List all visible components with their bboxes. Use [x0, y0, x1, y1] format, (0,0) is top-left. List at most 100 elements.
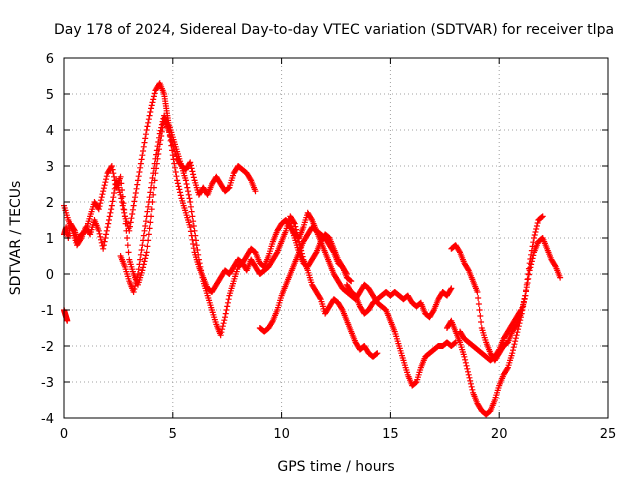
data-point — [156, 130, 163, 137]
data-point — [190, 245, 197, 252]
data-point — [138, 247, 145, 253]
x-tick-label: 0 — [60, 427, 68, 442]
data-point — [224, 303, 231, 310]
data-point — [105, 217, 112, 223]
data-point — [96, 203, 103, 210]
data-point — [95, 206, 102, 213]
data-point — [121, 213, 128, 220]
data-point — [147, 219, 154, 226]
data-point — [531, 235, 538, 241]
data-point — [145, 199, 152, 205]
data-point — [176, 186, 183, 193]
series-track-h — [457, 307, 524, 364]
data-point — [125, 249, 132, 256]
data-point — [171, 164, 178, 171]
data-point — [143, 127, 150, 133]
x-tick-label: 20 — [491, 427, 508, 442]
data-point — [223, 307, 230, 313]
data-point — [169, 152, 176, 159]
data-point — [102, 235, 109, 241]
data-point — [135, 173, 142, 180]
data-point — [174, 177, 181, 184]
data-point — [469, 386, 476, 393]
data-point — [108, 163, 115, 169]
data-point — [101, 238, 108, 245]
data-point — [185, 188, 192, 195]
series-track-g — [448, 213, 546, 364]
data-point — [121, 209, 128, 216]
data-point — [132, 280, 139, 286]
data-point — [148, 206, 155, 213]
data-point — [142, 218, 149, 225]
data-point — [221, 317, 228, 324]
data-point — [172, 169, 179, 175]
axis-ticks: 0 5 10 15 20 25 -4 -3 -2 -1 0 1 2 3 4 5 6 — [41, 52, 616, 442]
data-point — [462, 356, 469, 363]
data-point — [145, 237, 152, 244]
data-point — [137, 164, 144, 171]
data-point — [165, 123, 172, 130]
data-point — [104, 224, 111, 231]
data-point — [122, 220, 129, 227]
data-point — [252, 188, 259, 195]
data-point — [511, 341, 518, 348]
data-point — [527, 264, 534, 271]
data-point — [512, 338, 519, 345]
data-point — [141, 258, 148, 265]
y-tick-label: 2 — [46, 196, 54, 211]
data-point — [528, 251, 535, 258]
data-point — [103, 173, 110, 180]
data-point — [106, 213, 113, 220]
data-point — [147, 109, 154, 115]
data-point — [557, 274, 564, 281]
data-point — [158, 124, 165, 131]
data-point — [467, 380, 474, 387]
data-point — [177, 189, 184, 196]
data-point — [133, 185, 140, 192]
data-point — [186, 195, 193, 202]
data-point — [521, 295, 528, 302]
data-point — [157, 127, 164, 134]
data-point — [190, 223, 197, 229]
data-point — [151, 90, 158, 97]
data-point — [143, 213, 150, 220]
data-point — [513, 332, 520, 339]
data-point — [142, 255, 149, 262]
data-point — [110, 194, 117, 201]
data-point — [138, 156, 145, 163]
data-point — [103, 231, 110, 238]
data-point — [111, 185, 118, 192]
data-point — [189, 213, 196, 220]
data-point — [150, 93, 157, 100]
data-point — [129, 211, 136, 217]
data-point — [131, 286, 138, 292]
x-axis-label: GPS time / hours — [277, 459, 394, 475]
series-track-a — [61, 80, 259, 245]
data-point — [222, 310, 229, 317]
data-point — [97, 200, 104, 207]
data-point — [120, 206, 127, 213]
data-point — [137, 251, 144, 258]
data-point — [124, 242, 131, 249]
data-point — [136, 169, 143, 175]
data-point — [142, 131, 149, 138]
data-point — [466, 374, 473, 381]
data-point — [517, 307, 524, 313]
data-point — [527, 256, 534, 262]
data-point — [187, 224, 194, 231]
data-point — [145, 116, 152, 123]
data-point — [103, 227, 110, 234]
series-track-e — [343, 281, 455, 321]
data-point — [531, 232, 538, 238]
data-point — [185, 191, 192, 198]
data-point — [148, 105, 155, 112]
data-point — [141, 139, 148, 146]
y-tick-label: 5 — [46, 88, 54, 103]
series-track-f — [443, 235, 564, 418]
y-tick-label: 6 — [46, 52, 54, 67]
data-point — [107, 209, 114, 216]
data-point — [129, 206, 136, 213]
data-point — [96, 230, 103, 237]
y-tick-label: -1 — [41, 304, 54, 319]
data-point — [476, 307, 483, 313]
